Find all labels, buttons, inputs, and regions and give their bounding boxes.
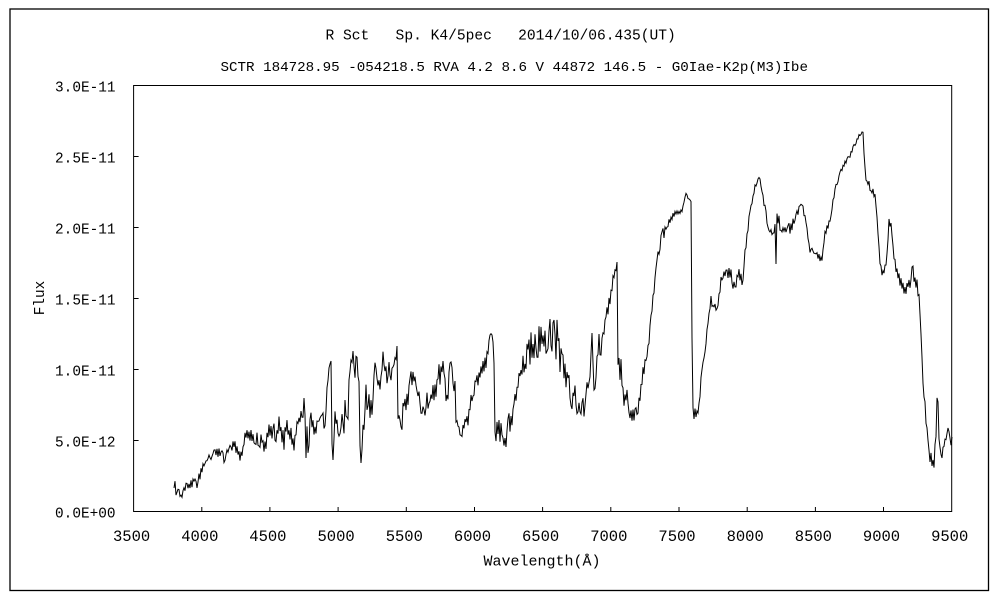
svg-text:6500: 6500 xyxy=(522,528,559,546)
svg-text:5.0E-12: 5.0E-12 xyxy=(55,436,115,452)
svg-text:6000: 6000 xyxy=(454,528,491,546)
svg-text:9500: 9500 xyxy=(931,528,968,546)
svg-text:5500: 5500 xyxy=(386,528,423,546)
svg-text:4000: 4000 xyxy=(181,528,218,546)
svg-text:9000: 9000 xyxy=(863,528,900,546)
svg-text:1.5E-11: 1.5E-11 xyxy=(55,294,115,310)
svg-text:3500: 3500 xyxy=(113,528,150,546)
svg-text:0.0E+00: 0.0E+00 xyxy=(55,507,115,523)
svg-text:2.5E-11: 2.5E-11 xyxy=(55,152,115,168)
svg-text:8500: 8500 xyxy=(795,528,832,546)
svg-text:Flux: Flux xyxy=(33,281,49,316)
svg-text:2.0E-11: 2.0E-11 xyxy=(55,223,115,239)
svg-text:Wavelength(Å): Wavelength(Å) xyxy=(483,554,600,571)
svg-text:7000: 7000 xyxy=(590,528,627,546)
svg-text:3.0E-11: 3.0E-11 xyxy=(55,81,115,97)
svg-text:7500: 7500 xyxy=(658,528,695,546)
svg-text:SCTR 184728.95 -054218.5 RVA 4: SCTR 184728.95 -054218.5 RVA 4.2 8.6 V 4… xyxy=(221,60,808,76)
svg-text:R Sct Sp. K4/5pec 2014/10/: R Sct Sp. K4/5pec 2014/10/06.435(UT) xyxy=(326,29,676,45)
svg-text:1.0E-11: 1.0E-11 xyxy=(55,365,115,381)
svg-text:8000: 8000 xyxy=(727,528,764,546)
svg-text:5000: 5000 xyxy=(317,528,354,546)
svg-text:4500: 4500 xyxy=(249,528,286,546)
